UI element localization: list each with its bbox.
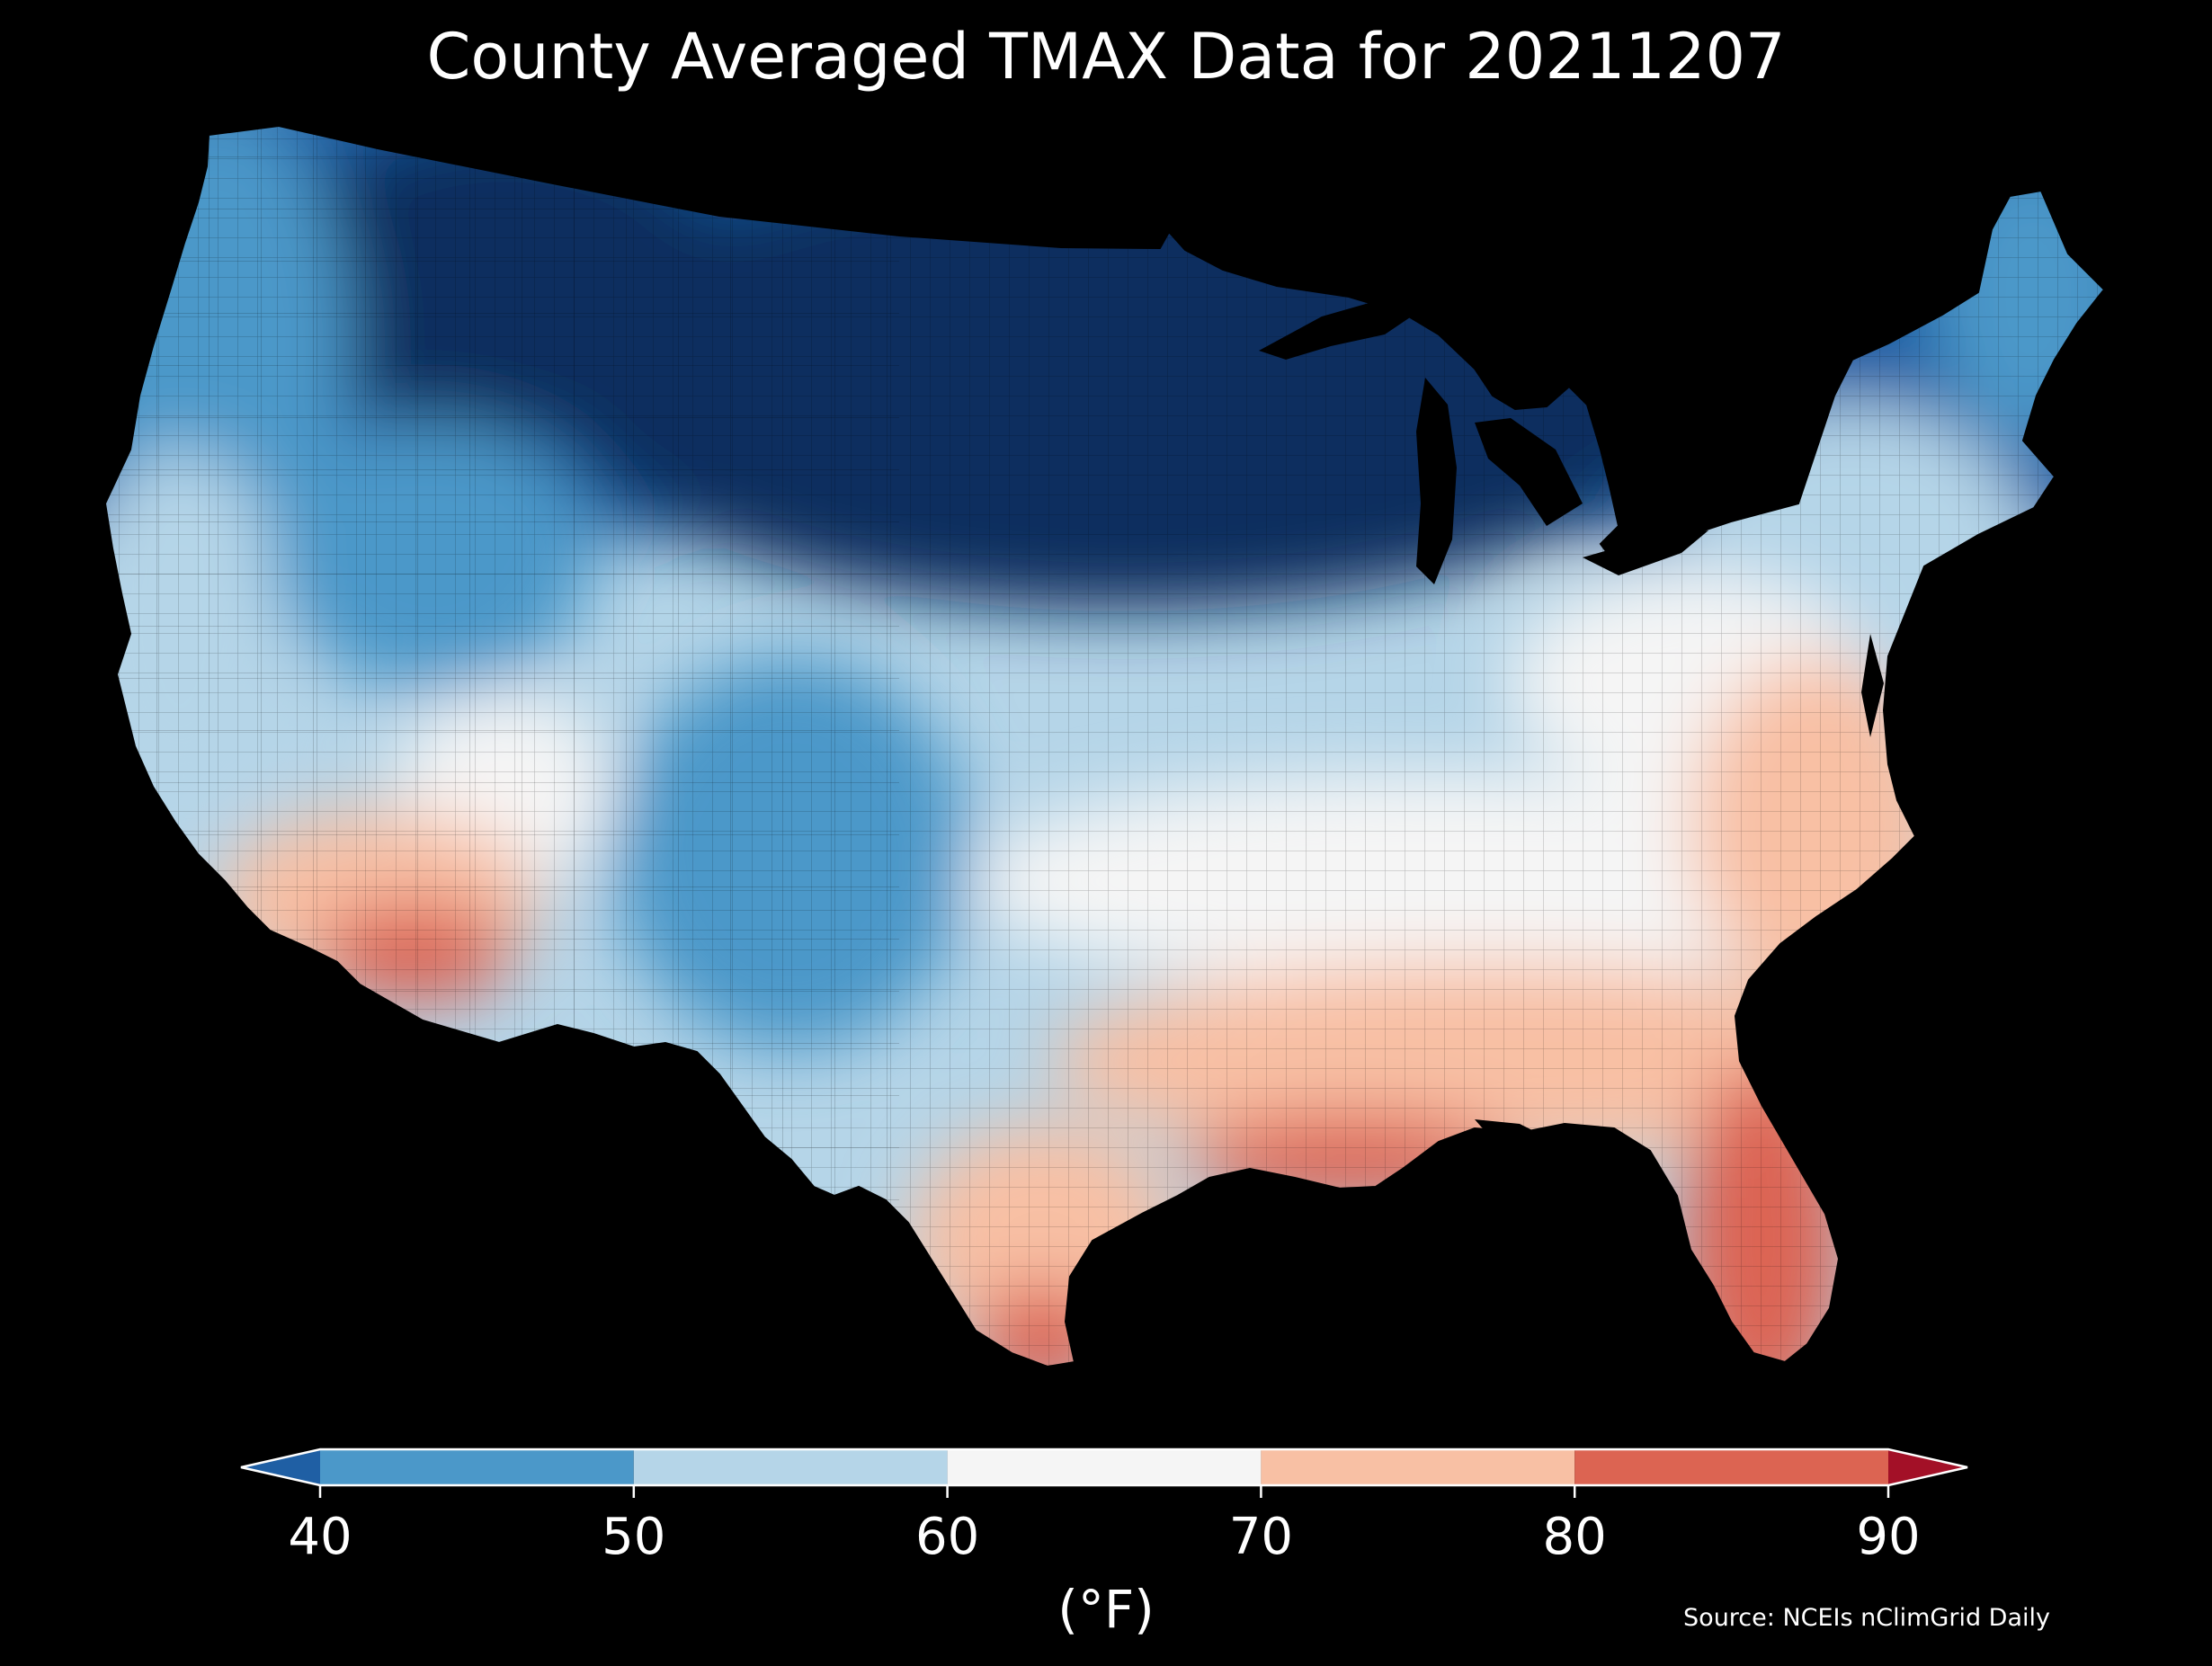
colorbar-bin-4 — [1574, 1449, 1888, 1485]
colorbar-bin-3 — [1261, 1449, 1575, 1485]
colorbar-tick-label-0: 40 — [288, 1508, 352, 1566]
colorbar-tick-label-3: 70 — [1228, 1508, 1294, 1566]
colorbar-over-extension — [1888, 1449, 1967, 1485]
colorbar-units-label: (°F) — [1057, 1579, 1155, 1640]
colorbar-bin-0 — [320, 1449, 634, 1485]
temperature-regions — [105, 126, 2104, 1367]
colorbar-tick-label-5: 90 — [1856, 1508, 1921, 1566]
great-lakes — [1259, 298, 1708, 584]
colorbar-tick-label-2: 60 — [914, 1508, 980, 1566]
colorbar-bin-1 — [633, 1449, 948, 1485]
coastal-water — [1475, 634, 1884, 1140]
colorbar-tick-label-1: 50 — [602, 1508, 666, 1566]
colorbar — [240, 1448, 1968, 1498]
source-credit: Source: NCEIs nClimGrid Daily — [1683, 1604, 2050, 1632]
colorbar-under-extension — [241, 1449, 320, 1485]
us-county-map — [104, 125, 2105, 1368]
colorbar-bin-2 — [947, 1449, 1262, 1485]
colorbar-tick-label-4: 80 — [1542, 1508, 1607, 1566]
map-title: County Averaged TMAX Data for 20211207 — [426, 20, 1786, 94]
